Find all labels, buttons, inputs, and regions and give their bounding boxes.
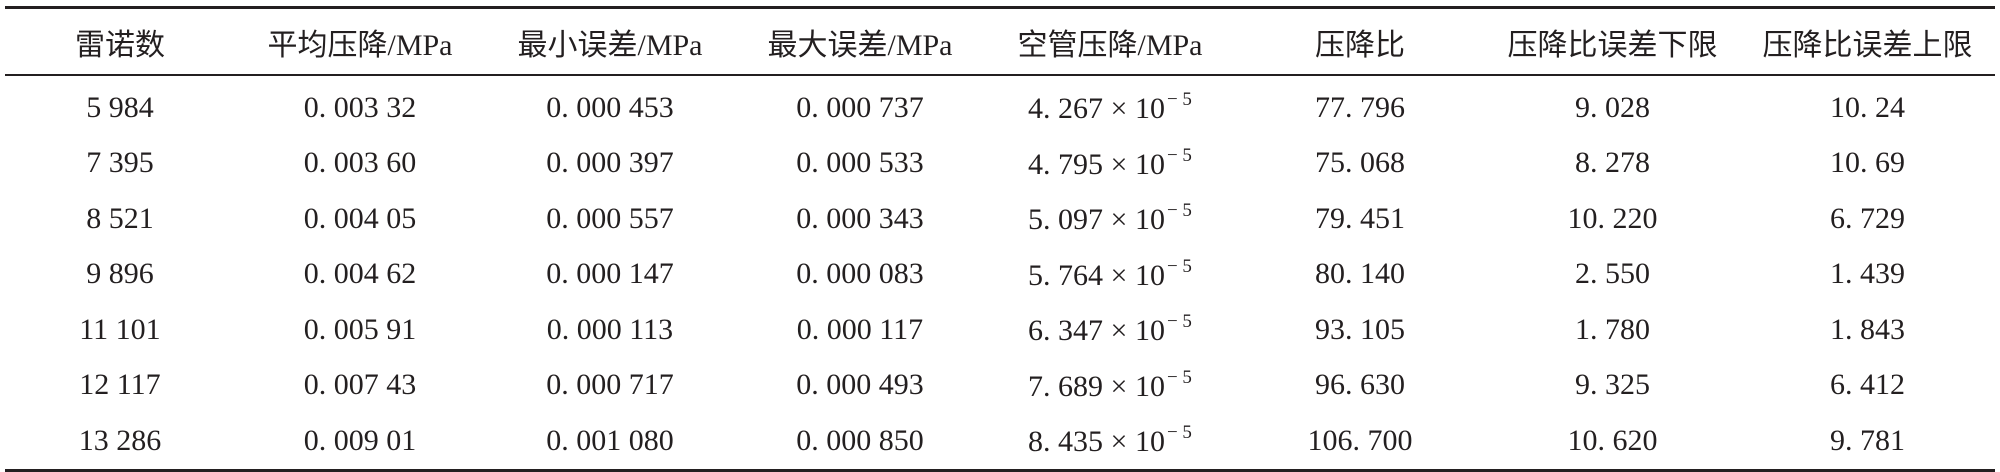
- top-rule: [5, 6, 1995, 9]
- cell-empty-tube-drop: 4. 795 × 10− 5: [985, 136, 1235, 192]
- cell-ratio-error-upper: 10. 69: [1830, 146, 1905, 180]
- cell-ratio-error-lower: 1. 780: [1575, 312, 1650, 346]
- empty-drop-exponent: − 5: [1166, 422, 1192, 444]
- cell-min-error: 0. 000 113: [546, 312, 674, 346]
- table-row: 9 896 0. 004 62 0. 000 147 0. 000 083 5.…: [5, 247, 1995, 303]
- header-ratio-error-upper: 压降比误差上限: [1762, 28, 1973, 62]
- cell-max-error: 0. 000 493: [796, 368, 924, 402]
- empty-drop-mantissa: 4. 795 × 10: [1028, 147, 1165, 181]
- cell-reynolds: 5 984: [86, 90, 154, 124]
- empty-drop-mantissa: 7. 689 × 10: [1028, 369, 1165, 403]
- header-row: 雷诺数 平均压降/MPa 最小误差/MPa 最大误差/MPa 空管压降/MPa …: [5, 9, 1995, 74]
- table-row: 13 286 0. 009 01 0. 001 080 0. 000 850 8…: [5, 413, 1995, 469]
- bottom-rule: [5, 468, 1995, 472]
- cell-min-error: 0. 000 557: [546, 201, 674, 235]
- cell-reynolds: 13 286: [78, 423, 162, 457]
- cell-ratio-error-lower: 9. 028: [1575, 90, 1650, 124]
- cell-max-error: 0. 000 343: [796, 201, 924, 235]
- cell-avg-drop: 0. 004 05: [303, 201, 417, 235]
- header-drop-ratio: 压降比: [1315, 28, 1405, 62]
- cell-avg-drop: 0. 003 32: [303, 90, 417, 124]
- cell-reynolds: 12 117: [79, 368, 161, 402]
- cell-ratio-error-upper: 6. 412: [1830, 368, 1905, 402]
- empty-drop-mantissa: 4. 267 × 10: [1028, 92, 1165, 126]
- cell-drop-ratio: 93. 105: [1315, 312, 1405, 346]
- table-row: 11 101 0. 005 91 0. 000 113 0. 000 117 6…: [5, 302, 1995, 358]
- header-ratio-error-lower: 压降比误差下限: [1507, 28, 1718, 62]
- cell-min-error: 0. 000 453: [546, 90, 674, 124]
- cell-max-error: 0. 000 737: [796, 90, 924, 124]
- empty-drop-exponent: − 5: [1166, 200, 1192, 222]
- cell-drop-ratio: 75. 068: [1315, 146, 1405, 180]
- cell-max-error: 0. 000 117: [796, 312, 924, 346]
- empty-drop-exponent: − 5: [1166, 144, 1192, 166]
- cell-avg-drop: 0. 004 62: [303, 257, 417, 291]
- cell-empty-tube-drop: 4. 267 × 10− 5: [985, 76, 1235, 136]
- header-avg-drop: 平均压降/MPa: [267, 28, 453, 62]
- cell-min-error: 0. 000 147: [546, 257, 674, 291]
- cell-min-error: 0. 000 397: [546, 146, 674, 180]
- cell-avg-drop: 0. 003 60: [303, 146, 417, 180]
- cell-max-error: 0. 000 850: [796, 423, 924, 457]
- empty-drop-exponent: − 5: [1166, 366, 1192, 388]
- cell-empty-tube-drop: 5. 097 × 10− 5: [985, 191, 1235, 247]
- cell-drop-ratio: 80. 140: [1315, 257, 1405, 291]
- empty-drop-mantissa: 6. 347 × 10: [1028, 314, 1165, 348]
- header-empty-tube-drop: 空管压降/MPa: [1017, 28, 1203, 62]
- cell-ratio-error-lower: 9. 325: [1575, 368, 1650, 402]
- cell-avg-drop: 0. 009 01: [303, 423, 417, 457]
- cell-reynolds: 9 896: [86, 257, 154, 291]
- cell-ratio-error-lower: 8. 278: [1575, 146, 1650, 180]
- cell-empty-tube-drop: 7. 689 × 10− 5: [985, 358, 1235, 414]
- cell-avg-drop: 0. 007 43: [303, 368, 417, 402]
- header-reynolds: 雷诺数: [75, 28, 165, 62]
- cell-ratio-error-upper: 1. 843: [1830, 312, 1905, 346]
- cell-ratio-error-upper: 6. 729: [1830, 201, 1905, 235]
- cell-empty-tube-drop: 6. 347 × 10− 5: [985, 302, 1235, 358]
- cell-max-error: 0. 000 533: [796, 146, 924, 180]
- cell-reynolds: 11 101: [79, 312, 161, 346]
- table-row: 7 395 0. 003 60 0. 000 397 0. 000 533 4.…: [5, 136, 1995, 192]
- cell-min-error: 0. 001 080: [546, 423, 674, 457]
- data-table: 雷诺数 平均压降/MPa 最小误差/MPa 最大误差/MPa 空管压降/MPa …: [5, 6, 1995, 472]
- cell-ratio-error-lower: 10. 220: [1567, 201, 1658, 235]
- cell-drop-ratio: 79. 451: [1315, 201, 1405, 235]
- cell-drop-ratio: 106. 700: [1307, 423, 1413, 457]
- header-rule: [5, 74, 1995, 76]
- table-row: 12 117 0. 007 43 0. 000 717 0. 000 493 7…: [5, 358, 1995, 414]
- table-row: 8 521 0. 004 05 0. 000 557 0. 000 343 5.…: [5, 191, 1995, 247]
- cell-ratio-error-upper: 9. 781: [1830, 423, 1905, 457]
- header-max-error: 最大误差/MPa: [767, 28, 953, 62]
- header-min-error: 最小误差/MPa: [517, 28, 703, 62]
- cell-empty-tube-drop: 8. 435 × 10− 5: [985, 413, 1235, 469]
- cell-reynolds: 7 395: [86, 146, 154, 180]
- empty-drop-mantissa: 5. 764 × 10: [1028, 258, 1165, 292]
- cell-ratio-error-upper: 10. 24: [1830, 90, 1905, 124]
- cell-drop-ratio: 77. 796: [1315, 90, 1405, 124]
- cell-ratio-error-lower: 10. 620: [1567, 423, 1658, 457]
- empty-drop-mantissa: 5. 097 × 10: [1028, 203, 1165, 237]
- cell-avg-drop: 0. 005 91: [303, 312, 417, 346]
- cell-max-error: 0. 000 083: [796, 257, 924, 291]
- table-row: 5 984 0. 003 32 0. 000 453 0. 000 737 4.…: [5, 76, 1995, 136]
- empty-drop-exponent: − 5: [1166, 255, 1192, 277]
- cell-min-error: 0. 000 717: [546, 368, 674, 402]
- empty-drop-exponent: − 5: [1166, 89, 1192, 111]
- cell-empty-tube-drop: 5. 764 × 10− 5: [985, 247, 1235, 303]
- pressure-drop-table: 雷诺数 平均压降/MPa 最小误差/MPa 最大误差/MPa 空管压降/MPa …: [5, 9, 1995, 74]
- cell-ratio-error-lower: 2. 550: [1575, 257, 1650, 291]
- empty-drop-exponent: − 5: [1166, 311, 1192, 333]
- cell-drop-ratio: 96. 630: [1315, 368, 1405, 402]
- cell-ratio-error-upper: 1. 439: [1830, 257, 1905, 291]
- empty-drop-mantissa: 8. 435 × 10: [1028, 425, 1165, 459]
- pressure-drop-table-body: 5 984 0. 003 32 0. 000 453 0. 000 737 4.…: [5, 76, 1995, 469]
- cell-reynolds: 8 521: [86, 201, 154, 235]
